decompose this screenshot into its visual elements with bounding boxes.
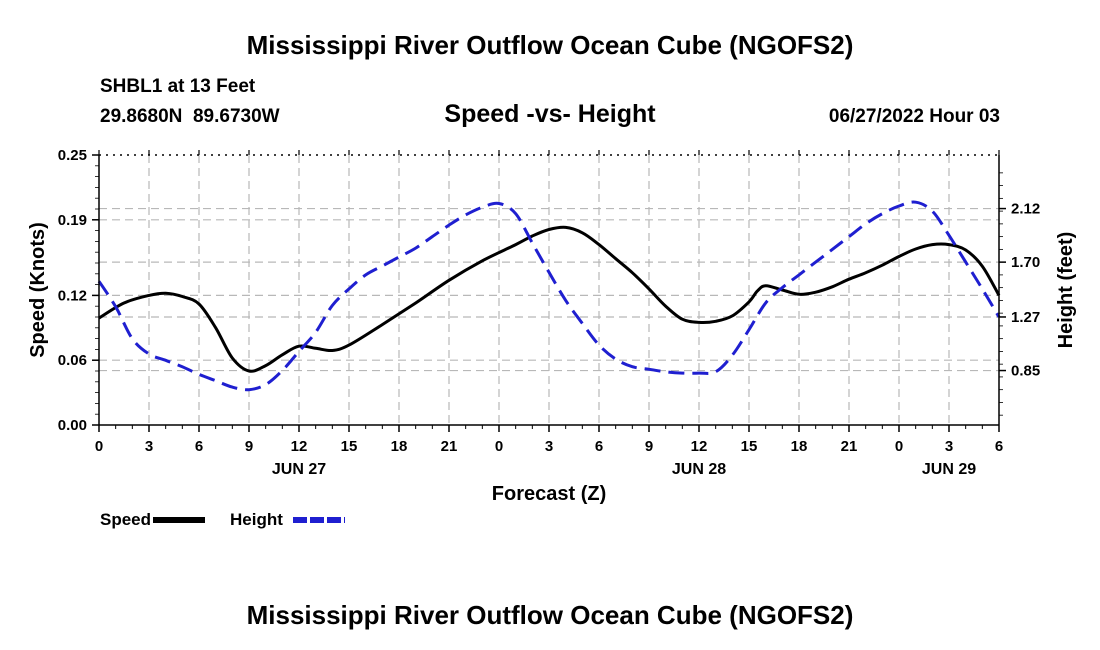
station-label: SHBL1 at 13 Feet [100, 76, 256, 97]
date-label: JUN 29 [922, 461, 976, 478]
x-tick-label: 18 [391, 438, 408, 455]
x-axis-label: Forecast (Z) [492, 483, 606, 505]
forecast-datetime: 06/27/2022 Hour 03 [828, 106, 1000, 127]
y2-tick-label: 2.12 [1011, 201, 1040, 218]
x-tick-label: 15 [741, 438, 758, 455]
x-tick-label: 15 [341, 438, 358, 455]
chart-axes: 0 3 6 9 12 15 18 21 0 3 6 9 12 15 18 21 0 3 6 JUN 27 JUN 28 J… [58, 147, 1040, 478]
x-tick-label: 18 [791, 438, 808, 455]
y2-axis-label: Height (feet) [1055, 232, 1077, 349]
chart-grid [99, 155, 999, 425]
footer-title: Mississippi River Outflow Ocean Cube (NG… [246, 600, 854, 630]
legend-label-speed: Speed [100, 510, 151, 529]
y-axis-label: Speed (Knots) [27, 222, 49, 358]
x-tick-label: 6 [595, 438, 603, 455]
x-tick-label: 9 [645, 438, 653, 455]
x-tick-label: 12 [691, 438, 708, 455]
y-tick-label: 0.12 [58, 287, 87, 304]
x-tick-label: 3 [945, 438, 953, 455]
x-tick-label: 6 [995, 438, 1003, 455]
y-tick-label: 0.00 [58, 417, 87, 434]
y-tick-label: 0.06 [58, 352, 87, 369]
series-line-speed [98, 225, 1001, 373]
chart-series [97, 200, 1001, 392]
x-tick-label: 6 [195, 438, 203, 455]
x-tick-label: 9 [245, 438, 253, 455]
x-tick-label: 21 [441, 438, 458, 455]
x-tick-label: 21 [841, 438, 858, 455]
date-label: JUN 28 [672, 461, 726, 478]
y2-tick-label: 1.27 [1011, 309, 1040, 326]
x-tick-label: 0 [95, 438, 103, 455]
x-tick-label: 12 [291, 438, 308, 455]
y-tick-label: 0.25 [58, 147, 87, 164]
x-tick-label: 3 [145, 438, 153, 455]
station-coordinates: 29.8680N 89.6730W [100, 106, 280, 127]
y2-tick-label: 0.85 [1011, 363, 1040, 380]
chart-main-title: Mississippi River Outflow Ocean Cube (NG… [246, 30, 854, 60]
date-label: JUN 27 [272, 461, 326, 478]
chart-subtitle: Speed -vs- Height [444, 100, 656, 128]
y2-tick-label: 1.70 [1011, 254, 1040, 271]
x-tick-label: 3 [545, 438, 553, 455]
legend-label-height: Height [230, 510, 283, 529]
x-tick-label: 0 [495, 438, 503, 455]
chart-legend: Speed Height [100, 510, 345, 529]
y-tick-label: 0.19 [58, 212, 87, 229]
series-line-height [97, 200, 1001, 392]
x-tick-label: 0 [895, 438, 903, 455]
